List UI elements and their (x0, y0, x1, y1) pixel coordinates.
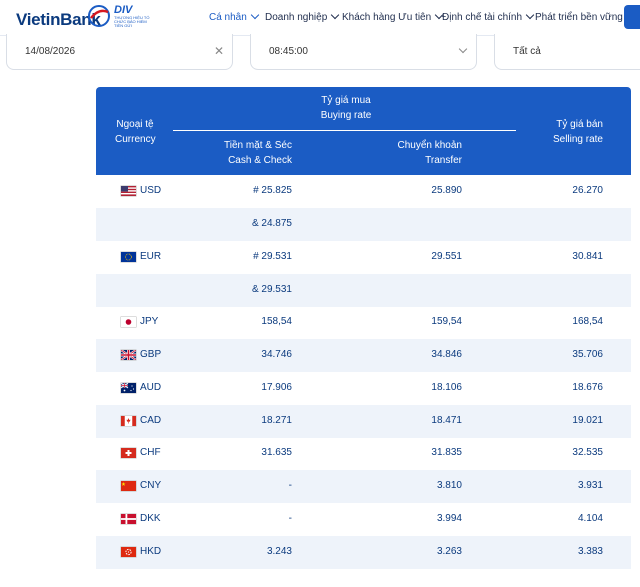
table-row-hkd: HKD 3.243 3.263 3.383 (96, 536, 631, 569)
table-row-cny: CNY - 3.810 3.931 (96, 470, 631, 503)
transfer-rate: 25.890 (431, 185, 462, 196)
table-row-usd: USD # 25.825 25.890 26.270 (96, 175, 631, 208)
table-row-dkk: DKK - 3.994 4.104 (96, 503, 631, 536)
nav-doanh-nghiep[interactable]: Doanh nghiệp (265, 10, 340, 23)
currency-code: DKK (140, 513, 161, 524)
cash-rate: & 24.875 (251, 218, 292, 229)
nav-dinh-che-tai-chinh[interactable]: Định chế tài chính (442, 10, 535, 23)
currency-code: CAD (140, 415, 162, 426)
table-row-usd-secondary: & 24.875 (96, 208, 631, 241)
transfer-rate: 18.106 (431, 382, 462, 393)
chevron-down-icon (331, 10, 340, 20)
cash-rate: 31.635 (261, 447, 292, 458)
transfer-rate: 3.810 (436, 480, 462, 491)
currency-code: JPY (140, 316, 159, 327)
cash-rate: 18.271 (261, 415, 292, 426)
cash-rate: 3.243 (266, 546, 292, 557)
selling-rate: 3.931 (577, 480, 603, 491)
ch-flag-icon (121, 448, 136, 458)
table-row-eur-secondary: & 29.531 (96, 274, 631, 307)
table-row-aud: AUD 17.906 18.106 18.676 (96, 372, 631, 405)
currency-code: AUD (140, 382, 162, 393)
time-select[interactable]: 08:45:00 (250, 34, 477, 70)
exchange-rate-table: Ngoại tệ Currency Tỷ giá mua Buying rate… (96, 87, 631, 587)
header-currency: Ngoại tệ Currency (115, 119, 156, 145)
clear-icon[interactable]: ✕ (213, 44, 224, 58)
date-picker[interactable]: 14/08/2026 ✕ (6, 34, 233, 70)
table-row-jpy: JPY 158,54 159,54 168,54 (96, 306, 631, 339)
table-row-chf: CHF 31.635 31.835 32.535 (96, 437, 631, 470)
currency-code: EUR (140, 251, 162, 262)
gb-flag-icon (121, 350, 136, 360)
table-row-eur: EUR # 29.531 29.551 30.841 (96, 241, 631, 274)
cn-flag-icon (121, 481, 136, 491)
currency-code: GBP (140, 349, 162, 360)
transfer-rate: 34.846 (431, 349, 462, 360)
type-value: Tất cả (513, 46, 541, 57)
time-value: 08:45:00 (269, 46, 308, 57)
nav-ca-nhan[interactable]: Cá nhân (209, 10, 260, 23)
au-flag-icon (121, 383, 136, 393)
nav-phat-trien-ben-vung[interactable]: Phát triển bền vững (535, 12, 623, 23)
cash-rate: 17.906 (261, 382, 292, 393)
transfer-rate: 29.551 (431, 251, 462, 262)
currency-code: HKD (140, 546, 162, 557)
type-select[interactable]: Tất cả (494, 34, 640, 70)
transfer-rate: 3.263 (436, 546, 462, 557)
selling-rate: 4.104 (577, 513, 603, 524)
date-value: 14/08/2026 (25, 46, 76, 57)
hk-flag-icon (121, 547, 136, 557)
cash-rate: - (288, 513, 292, 524)
eu-flag-icon (121, 252, 136, 262)
us-flag-icon (121, 186, 136, 196)
selling-rate: 18.676 (572, 382, 603, 393)
chevron-down-icon (525, 10, 535, 20)
div-badge: DIV THƯƠNG HIỆU TỔ CHỨC BẢO HIỂM TIỀN GỬ… (114, 4, 152, 28)
cash-rate: # 25.825 (253, 185, 292, 196)
table-row-gbp: GBP 34.746 34.846 35.706 (96, 339, 631, 372)
vietinbank-logo[interactable]: VietinBank (16, 10, 101, 29)
selling-rate: 168,54 (572, 316, 603, 327)
ca-flag-icon (121, 416, 136, 426)
transfer-rate: 18.471 (431, 415, 462, 426)
selling-rate: 30.841 (572, 251, 603, 262)
cash-rate: 158,54 (261, 316, 292, 327)
transfer-rate: 31.835 (431, 447, 462, 458)
logo-swoosh-icon (88, 5, 110, 27)
site-header: VietinBank DIV THƯƠNG HIỆU TỔ CHỨC BẢO H… (0, 0, 640, 36)
chevron-down-icon (458, 44, 468, 54)
header-cash: Tiền mặt & Séc Cash & Check (224, 140, 292, 166)
header-transfer: Chuyển khoản Transfer (397, 140, 463, 166)
selling-rate: 3.383 (577, 546, 603, 557)
nav-khach-hang-uu-tien[interactable]: Khách hàng Ưu tiên (342, 10, 444, 23)
jp-flag-icon (121, 317, 136, 327)
cash-rate: # 29.531 (253, 251, 292, 262)
currency-code: CNY (140, 480, 162, 491)
cash-rate: 34.746 (261, 349, 292, 360)
currency-code: USD (140, 185, 162, 196)
div-badge-title: DIV (114, 4, 133, 16)
header-buying-rate: Tỷ giá mua Buying rate (320, 95, 372, 121)
table-row-cad: CAD 18.271 18.471 19.021 (96, 405, 631, 438)
header-divider (173, 130, 516, 131)
cash-rate: & 29.531 (251, 284, 292, 295)
selling-rate: 35.706 (572, 349, 603, 360)
table-header: Ngoại tệ Currency Tỷ giá mua Buying rate… (96, 87, 631, 175)
transfer-rate: 3.994 (436, 513, 462, 524)
currency-code: CHF (140, 447, 161, 458)
dk-flag-icon (121, 514, 136, 524)
cash-rate: - (288, 480, 292, 491)
selling-rate: 26.270 (572, 185, 603, 196)
transfer-rate: 159,54 (431, 316, 462, 327)
chevron-down-icon (250, 10, 260, 20)
selling-rate: 19.021 (572, 415, 603, 426)
header-selling-rate: Tỷ giá bán Selling rate (552, 119, 603, 145)
selling-rate: 32.535 (572, 447, 603, 458)
div-badge-subtitle: THƯƠNG HIỆU TỔ CHỨC BẢO HIỂM TIỀN GỬI (114, 15, 150, 28)
header-cta-button[interactable] (624, 5, 640, 29)
